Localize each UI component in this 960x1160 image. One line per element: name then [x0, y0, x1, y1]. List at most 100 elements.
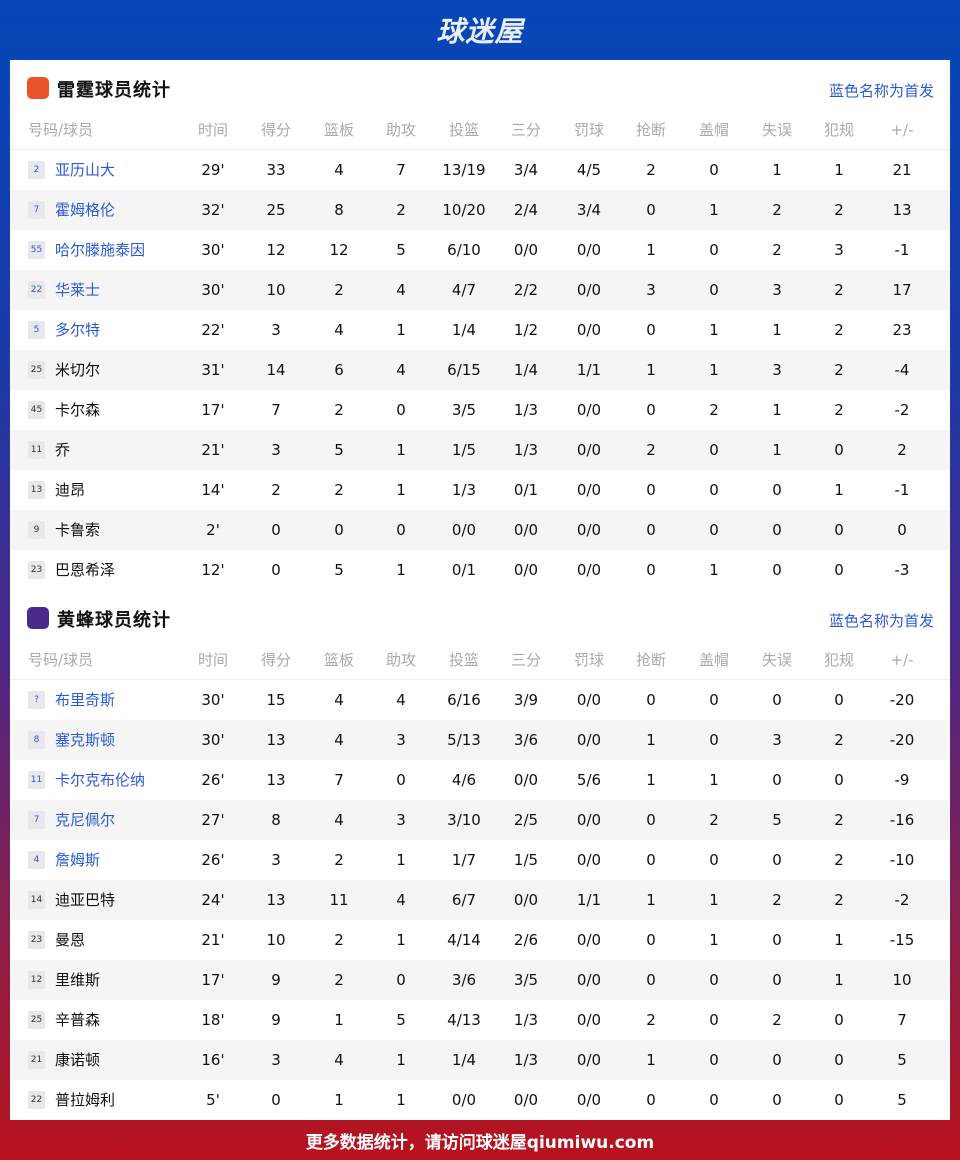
player-row[interactable]: 4 詹姆斯 26' 3 2 1 1/7 1/5 0/0 0 0 0 2 -10 [10, 840, 950, 880]
stat-cell: 1 [709, 321, 719, 339]
stat-cell: 0 [897, 521, 907, 539]
player-cell[interactable]: 11 乔 [28, 430, 70, 470]
player-row[interactable]: 21 康诺顿 16' 3 4 1 1/4 1/3 0/0 1 0 0 0 5 [10, 1040, 950, 1080]
player-cell[interactable]: 8 塞克斯顿 [28, 720, 115, 760]
player-name[interactable]: 亚历山大 [55, 161, 116, 179]
player-cell[interactable]: 5 多尔特 [28, 310, 100, 350]
stat-cell: 4 [334, 1051, 344, 1069]
player-name[interactable]: 詹姆斯 [55, 851, 101, 869]
player-cell[interactable]: 55 哈尔滕施泰因 [28, 230, 145, 270]
player-cell[interactable]: 14 迪亚巴特 [28, 880, 115, 920]
stat-cell: 4/7 [451, 281, 477, 299]
player-row[interactable]: 11 乔 21' 3 5 1 1/5 1/3 0/0 2 0 1 0 2 [10, 430, 950, 470]
stat-cell: 12' [201, 561, 225, 579]
jersey-number: 25 [28, 1011, 45, 1029]
player-cell[interactable]: 21 康诺顿 [28, 1040, 100, 1080]
player-row[interactable]: 22 华莱士 30' 10 2 4 4/7 2/2 0/0 3 0 3 2 17 [10, 270, 950, 310]
stat-cell: 2/2 [513, 281, 539, 299]
stat-cell: 0/0 [576, 481, 602, 499]
player-name[interactable]: 康诺顿 [55, 1051, 101, 1069]
stat-cell: 3 [772, 361, 782, 379]
player-name[interactable]: 巴恩希泽 [55, 561, 116, 579]
stat-cell: 0/0 [513, 1091, 539, 1109]
stat-cell: 2 [646, 1011, 656, 1029]
player-name[interactable]: 霍姆格伦 [55, 201, 116, 219]
stat-cell: 1/3 [513, 401, 539, 419]
player-row[interactable]: 55 哈尔滕施泰因 30' 12 12 5 6/10 0/0 0/0 1 0 2 3 -1 [10, 230, 950, 270]
stat-cell: 0 [709, 731, 719, 749]
player-cell[interactable]: 7 克尼佩尔 [28, 800, 115, 840]
player-cell[interactable]: 25 米切尔 [28, 350, 100, 390]
player-row[interactable]: 11 卡尔克布伦纳 26' 13 7 0 4/6 0/0 5/6 1 1 0 0 -9 [10, 760, 950, 800]
stat-cell: 26' [201, 771, 225, 789]
player-row[interactable]: 22 普拉姆利 5' 0 1 1 0/0 0/0 0/0 0 0 0 0 5 [10, 1080, 950, 1120]
stats-card: 雷霆球员统计 蓝色名称为首发 号码/球员 时间 得分 篮板 助攻 投篮 三分 罚球 抢断 盖帽 失误 犯规… [10, 60, 950, 1120]
player-row[interactable]: 2 亚历山大 29' 33 4 7 13/19 3/4 4/5 2 0 1 1 21 [10, 150, 950, 190]
stat-cell: 0/0 [576, 561, 602, 579]
player-cell[interactable]: 22 华莱士 [28, 270, 100, 310]
stat-cell: 7 [897, 1011, 907, 1029]
stat-cell: 0 [772, 1051, 782, 1069]
player-name[interactable]: 米切尔 [55, 361, 101, 379]
player-row[interactable]: 45 卡尔森 17' 7 2 0 3/5 1/3 0/0 0 2 1 2 -2 [10, 390, 950, 430]
player-row[interactable]: 5 多尔特 22' 3 4 1 1/4 1/2 0/0 0 1 1 2 23 [10, 310, 950, 350]
player-name[interactable]: 辛普森 [55, 1011, 101, 1029]
player-name[interactable]: 里维斯 [55, 971, 101, 989]
player-row[interactable]: ? 布里奇斯 30' 15 4 4 6/16 3/9 0/0 0 0 0 0 -20 [10, 680, 950, 720]
stat-cell: 1 [709, 361, 719, 379]
player-name[interactable]: 普拉姆利 [55, 1091, 116, 1109]
player-row[interactable]: 14 迪亚巴特 24' 13 11 4 6/7 0/0 1/1 1 1 2 2 -2 [10, 880, 950, 920]
jersey-number: 23 [28, 931, 45, 949]
player-name[interactable]: 华莱士 [55, 281, 101, 299]
player-name[interactable]: 卡尔克布伦纳 [55, 771, 146, 789]
player-row[interactable]: 25 辛普森 18' 9 1 5 4/13 1/3 0/0 2 0 2 0 7 [10, 1000, 950, 1040]
player-row[interactable]: 8 塞克斯顿 30' 13 4 3 5/13 3/6 0/0 1 0 3 2 -20 [10, 720, 950, 760]
stat-cell: 1/3 [513, 1051, 539, 1069]
player-cell[interactable]: 45 卡尔森 [28, 390, 100, 430]
column-header: 得分 [260, 121, 291, 139]
player-name[interactable]: 哈尔滕施泰因 [55, 241, 146, 259]
player-row[interactable]: 7 霍姆格伦 32' 25 8 2 10/20 2/4 3/4 0 1 2 2 13 [10, 190, 950, 230]
player-cell[interactable]: 7 霍姆格伦 [28, 190, 115, 230]
player-name[interactable]: 迪昂 [55, 481, 86, 499]
player-cell[interactable]: 13 迪昂 [28, 470, 85, 510]
player-cell[interactable]: 11 卡尔克布伦纳 [28, 760, 145, 800]
player-row[interactable]: 9 卡鲁索 2' 0 0 0 0/0 0/0 0/0 0 0 0 0 0 [10, 510, 950, 550]
player-name[interactable]: 塞克斯顿 [55, 731, 116, 749]
player-name[interactable]: 曼恩 [55, 931, 86, 949]
stat-cell: 1 [334, 1011, 344, 1029]
player-cell[interactable]: 4 詹姆斯 [28, 840, 100, 880]
player-cell[interactable]: 22 普拉姆利 [28, 1080, 115, 1120]
player-row[interactable]: 23 曼恩 21' 10 2 1 4/14 2/6 0/0 0 1 0 1 -15 [10, 920, 950, 960]
stat-cell: 2 [709, 811, 719, 829]
player-cell[interactable]: 25 辛普森 [28, 1000, 100, 1040]
jersey-number: 12 [28, 971, 45, 989]
player-cell[interactable]: 12 里维斯 [28, 960, 100, 1000]
player-row[interactable]: 12 里维斯 17' 9 2 0 3/6 3/5 0/0 0 0 0 1 10 [10, 960, 950, 1000]
stat-cell: 2 [834, 321, 844, 339]
player-cell[interactable]: 23 曼恩 [28, 920, 85, 960]
stat-cell: 0 [834, 1051, 844, 1069]
jersey-number: ? [28, 691, 45, 709]
player-cell[interactable]: 9 卡鲁索 [28, 510, 100, 550]
player-row[interactable]: 13 迪昂 14' 2 2 1 1/3 0/1 0/0 0 0 0 1 -1 [10, 470, 950, 510]
team-header: 黄蜂球员统计 蓝色名称为首发 [10, 590, 950, 646]
player-cell[interactable]: 23 巴恩希泽 [28, 550, 115, 590]
jersey-number: 2 [28, 161, 45, 179]
stat-cell: 6/16 [447, 691, 481, 709]
stat-cell: 0 [709, 1051, 719, 1069]
player-row[interactable]: 7 克尼佩尔 27' 8 4 3 3/10 2/5 0/0 0 2 5 2 -16 [10, 800, 950, 840]
player-name[interactable]: 乔 [55, 441, 71, 459]
stat-cell: 0 [772, 851, 782, 869]
stat-cell: 0/0 [576, 931, 602, 949]
player-name[interactable]: 卡尔森 [55, 401, 101, 419]
player-name[interactable]: 多尔特 [55, 321, 101, 339]
player-name[interactable]: 布里奇斯 [55, 691, 116, 709]
player-name[interactable]: 迪亚巴特 [55, 891, 116, 909]
player-cell[interactable]: ? 布里奇斯 [28, 680, 115, 720]
player-name[interactable]: 克尼佩尔 [55, 811, 116, 829]
player-cell[interactable]: 2 亚历山大 [28, 150, 115, 190]
player-name[interactable]: 卡鲁索 [55, 521, 101, 539]
player-row[interactable]: 25 米切尔 31' 14 6 4 6/15 1/4 1/1 1 1 3 2 -4 [10, 350, 950, 390]
player-row[interactable]: 23 巴恩希泽 12' 0 5 1 0/1 0/0 0/0 0 1 0 0 -3 [10, 550, 950, 590]
